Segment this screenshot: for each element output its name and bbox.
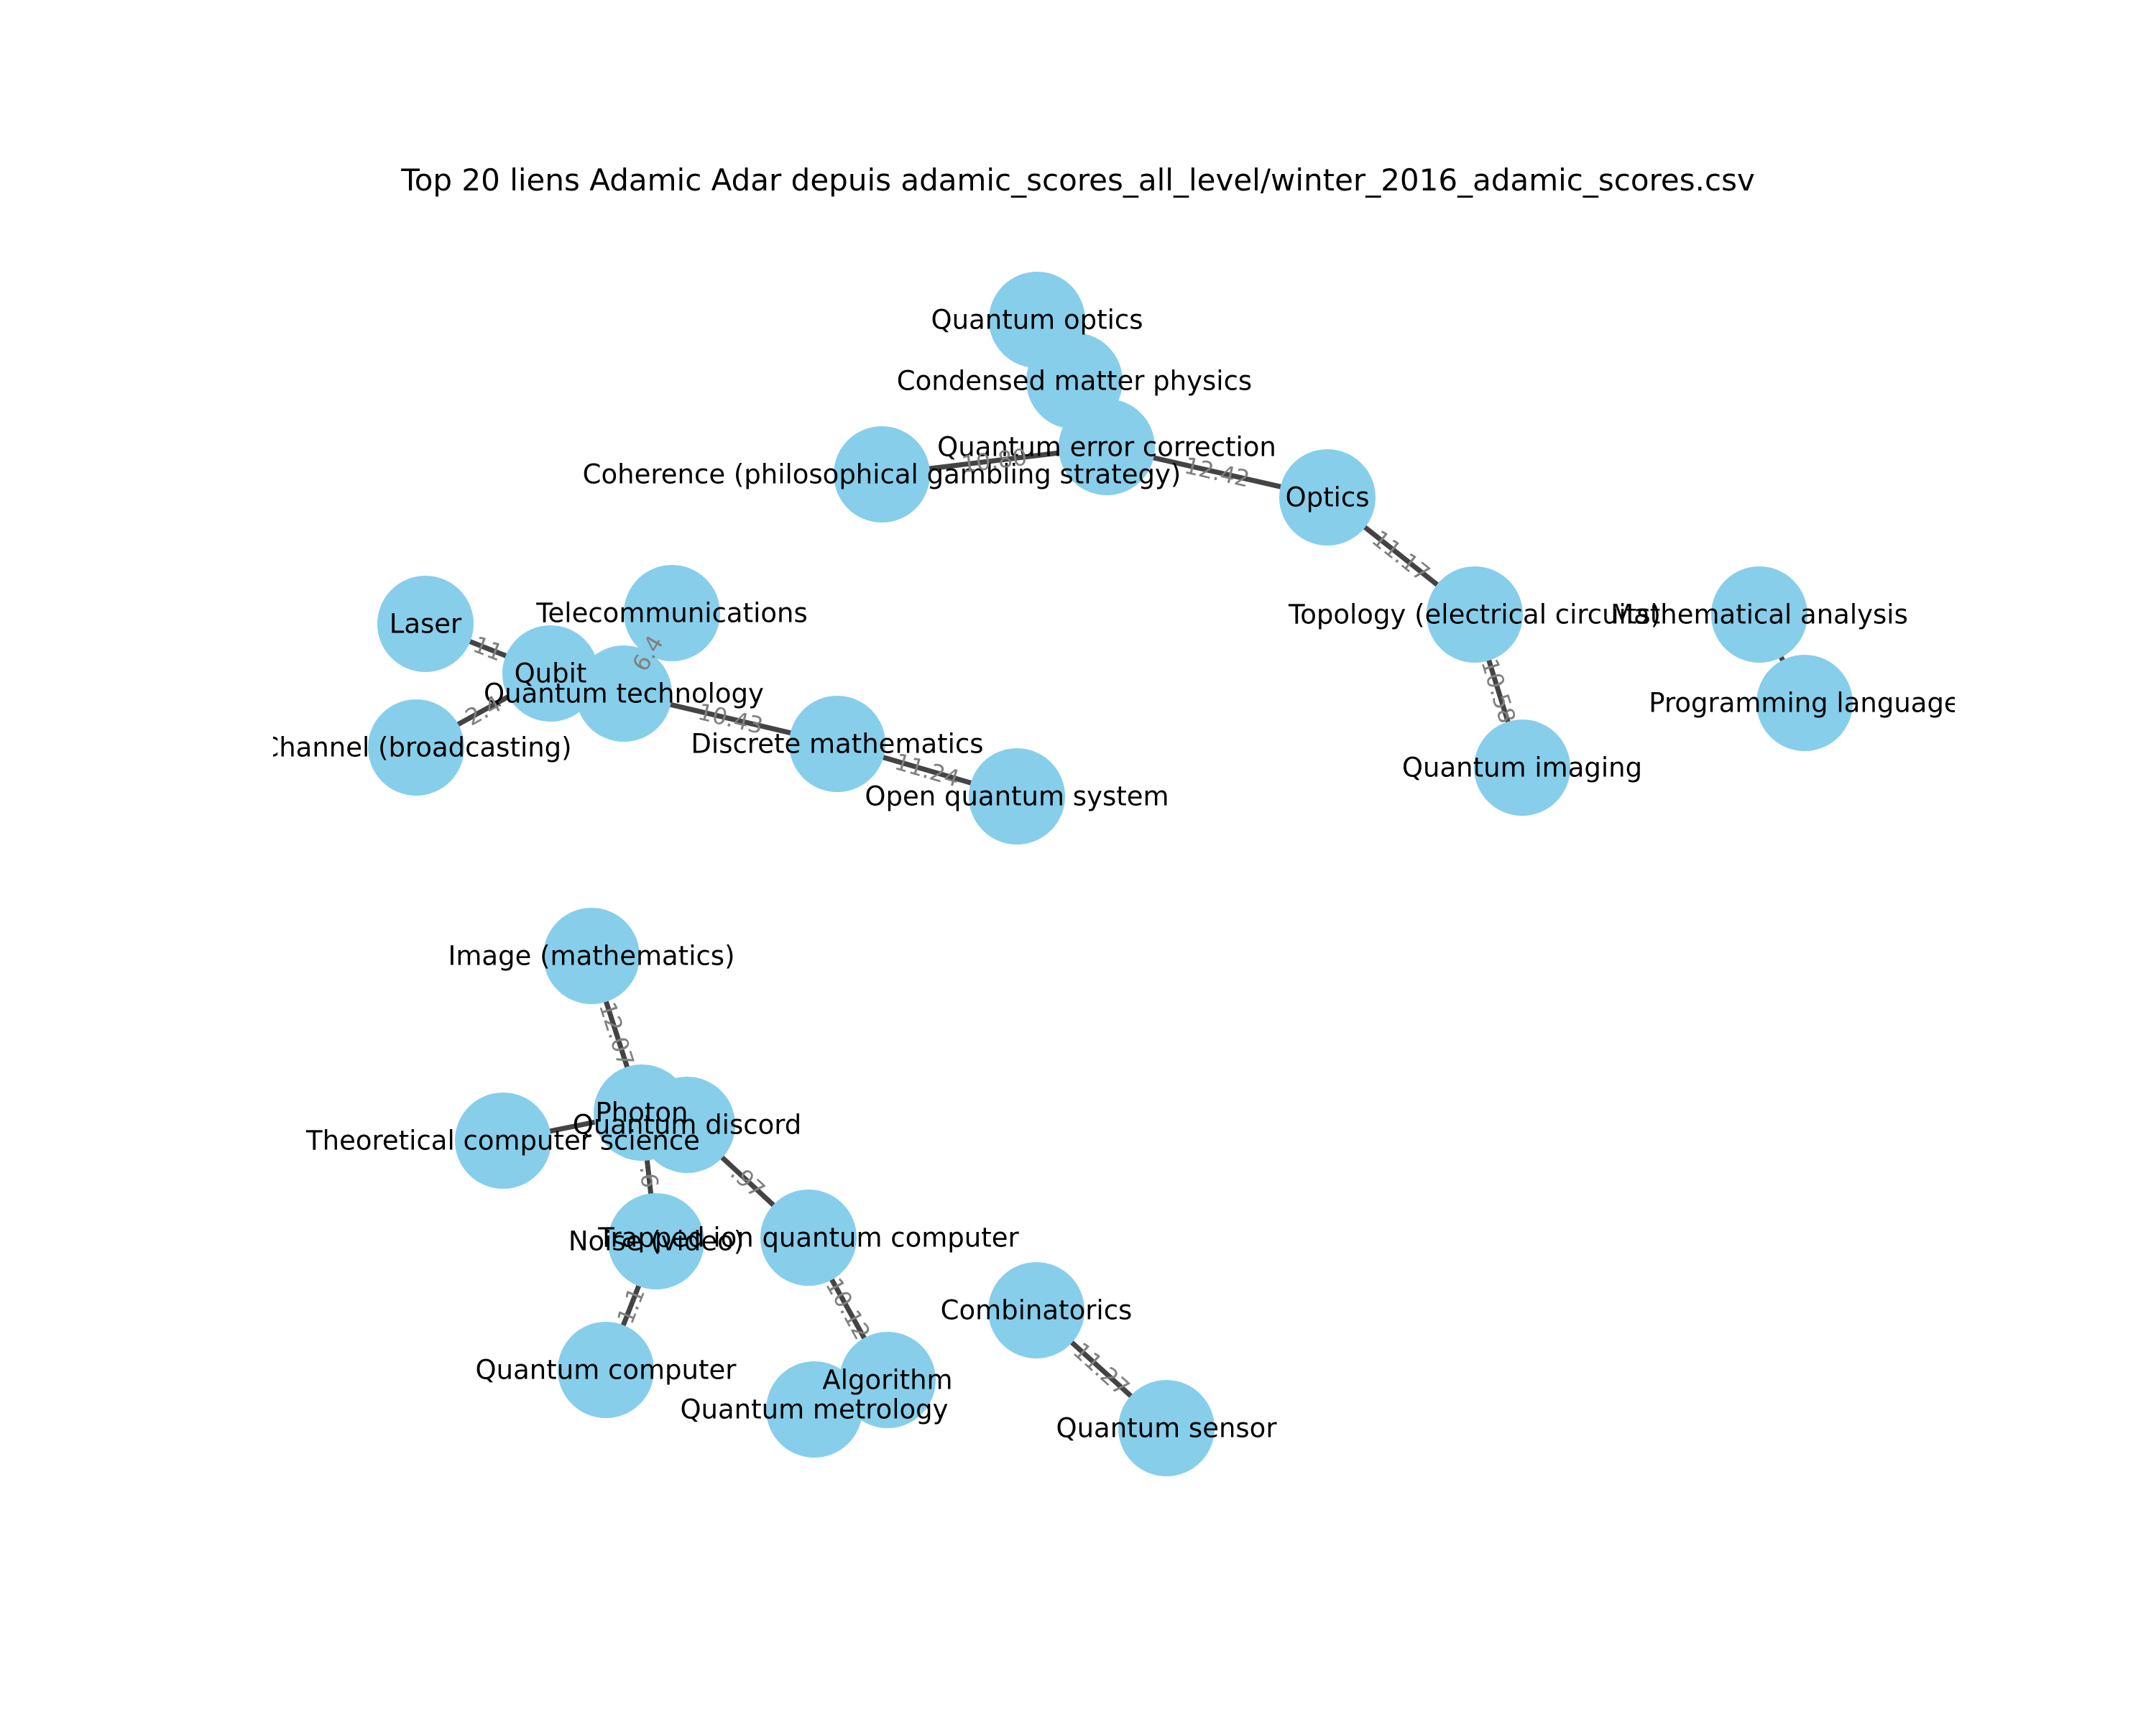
node-label-optics: Optics <box>1285 482 1369 513</box>
node-label-qec: Quantum error correction <box>937 432 1276 463</box>
edge-label: 11.17 <box>1367 525 1435 587</box>
node-label-qimg: Quantum imaging <box>1402 753 1642 783</box>
node-label-comb: Combinatorics <box>941 1295 1133 1326</box>
node-label-cmp: Condensed matter physics <box>897 366 1252 397</box>
edge-label: 11 <box>469 630 507 666</box>
graph-area: Quantum optics Condensed matter physics Qu… <box>260 272 1960 1476</box>
node-label-tcs: Theoretical computer science <box>305 1126 700 1156</box>
node-qcomp <box>558 1322 654 1418</box>
node-label-photon: Photon <box>596 1098 688 1128</box>
node-laser <box>377 576 474 672</box>
node-dmath <box>789 696 885 792</box>
node-qubit <box>502 625 599 722</box>
node-label-math: Mathematical analysis <box>1611 599 1908 630</box>
node-chan <box>368 699 464 796</box>
node-label-qtech: Quantum technology <box>484 678 764 709</box>
node-label-prog: Programming language <box>1649 688 1960 719</box>
node-label-image: Image (mathematics) <box>448 941 734 972</box>
node-label-qubit: Qubit <box>515 658 587 689</box>
node-label-tele: Telecommunications <box>535 598 808 629</box>
node-label-algo: Algorithm <box>822 1365 952 1396</box>
node-label-topo: Topology (electrical circuits) <box>1288 599 1661 630</box>
node-algo <box>839 1332 936 1428</box>
edge-label: 1.1 <box>612 1284 650 1328</box>
edge-label: 10.58 <box>1475 656 1521 727</box>
node-label-qoptics: Quantum optics <box>931 305 1143 336</box>
node-label-oqs: Open quantum system <box>865 781 1169 812</box>
node-qimg <box>1474 719 1570 816</box>
node-tcs <box>455 1092 551 1189</box>
node-label-laser: Laser <box>390 609 462 640</box>
node-qec <box>1059 399 1155 495</box>
node-coh <box>834 426 930 523</box>
node-prog <box>1756 655 1853 751</box>
node-labels-layer: Quantum optics Condensed matter physics Qu… <box>260 305 1960 1444</box>
node-noise <box>608 1193 704 1289</box>
node-tele <box>624 565 720 661</box>
node-image <box>543 908 640 1004</box>
node-oqs <box>969 748 1065 845</box>
node-label-noise: Noise (video) <box>568 1226 744 1257</box>
edge-label: 10.12 <box>820 1274 876 1345</box>
node-label-qdisc: Quantum discord <box>573 1110 802 1141</box>
node-label-coh: Coherence (philosophical gambling strate… <box>583 459 1181 490</box>
node-qdisc <box>639 1077 735 1173</box>
node-topo <box>1427 566 1523 663</box>
nodes-layer <box>368 272 1853 1476</box>
node-label-chan: Channel (broadcasting) <box>260 732 571 763</box>
edge-label: 12.07 <box>594 999 640 1070</box>
node-qsens <box>1118 1380 1215 1476</box>
figure-title: Top 20 liens Adamic Adar depuis adamic_s… <box>400 162 1755 198</box>
node-tiqc <box>760 1190 857 1286</box>
node-qmet <box>766 1361 862 1458</box>
node-optics <box>1279 449 1376 546</box>
node-qtech <box>576 645 672 742</box>
node-math <box>1711 566 1807 663</box>
node-label-qmet: Quantum metrology <box>680 1394 948 1425</box>
node-label-qsens: Quantum sensor <box>1056 1413 1277 1444</box>
node-label-qcomp: Quantum computer <box>476 1355 737 1386</box>
node-comb <box>988 1262 1084 1358</box>
edge-label: 11.27 <box>1068 1337 1135 1402</box>
node-label-tiqc: Trapped ion quantum computer <box>597 1223 1019 1254</box>
node-label-dmath: Discrete mathematics <box>691 729 983 760</box>
edge-label: .6 <box>634 1164 663 1190</box>
